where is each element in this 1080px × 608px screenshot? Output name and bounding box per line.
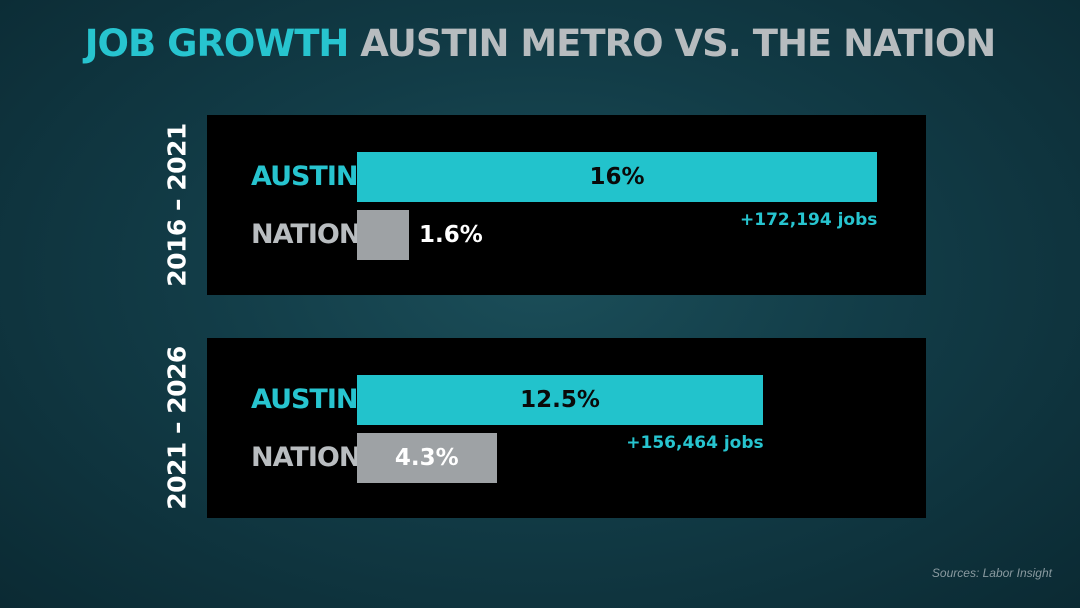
value-label-nation: 1.6% <box>419 222 483 248</box>
category-label-austin: AUSTIN <box>251 384 358 415</box>
value-label-austin: 12.5% <box>520 387 600 413</box>
jobs-added-label: +172,194 jobs <box>740 210 878 230</box>
jobs-added-label: +156,464 jobs <box>626 433 764 453</box>
bar-nation <box>357 433 497 483</box>
bar-nation <box>357 210 409 260</box>
period-label-text: 2021 – 2026 <box>162 346 192 510</box>
chart-title-rest: AUSTIN METRO VS. THE NATION <box>360 22 996 65</box>
category-label-austin: AUSTIN <box>251 161 358 192</box>
chart-title: JOB GROWTH AUSTIN METRO VS. THE NATION <box>0 22 1080 65</box>
chart-title-highlight: JOB GROWTH <box>84 22 350 65</box>
category-label-nation: NATION <box>251 219 361 250</box>
source-note: Sources: Labor Insight <box>931 566 1052 580</box>
chart-panel-0 <box>207 115 926 295</box>
bar-austin <box>357 375 764 425</box>
bar-austin <box>357 152 877 202</box>
value-label-nation: 4.3% <box>394 445 459 471</box>
value-label-austin: 16% <box>589 164 645 190</box>
period-label-text: 2016 – 2021 <box>162 123 192 287</box>
chart-panel-1 <box>207 338 926 518</box>
category-label-nation: NATION <box>251 442 361 473</box>
